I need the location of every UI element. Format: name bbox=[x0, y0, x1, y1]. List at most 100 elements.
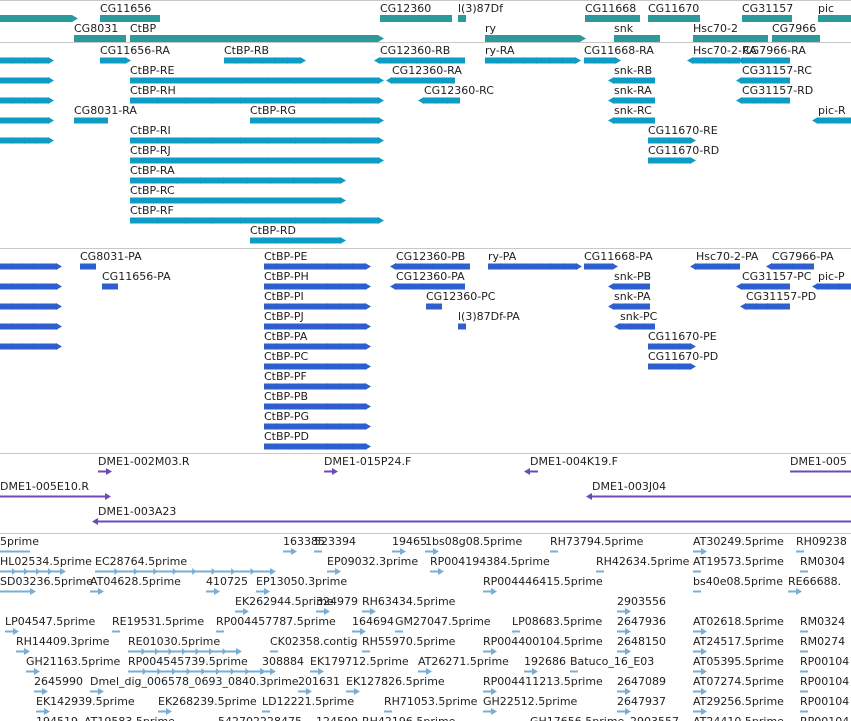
feature-body bbox=[418, 670, 426, 673]
strand-arrow bbox=[365, 283, 371, 290]
feature-glyph bbox=[0, 283, 62, 290]
feature-body bbox=[648, 15, 700, 22]
feature-glyph bbox=[693, 668, 707, 675]
feature-glyph bbox=[0, 263, 62, 270]
feature-label: EP09032.3prime bbox=[327, 555, 419, 568]
feature-body bbox=[524, 670, 532, 673]
feature-label: RP00104 bbox=[800, 655, 850, 668]
feature-label: 2647937 bbox=[617, 695, 666, 708]
exon-chevron bbox=[314, 283, 319, 290]
feature-glyph bbox=[235, 608, 249, 615]
exon-chevron bbox=[212, 217, 217, 224]
feature-body bbox=[346, 690, 354, 693]
strand-arrow bbox=[615, 57, 621, 64]
exon-chevron bbox=[33, 323, 38, 330]
feature-glyph bbox=[648, 363, 696, 370]
feature-glyph bbox=[524, 468, 538, 475]
exon-chevron bbox=[44, 263, 49, 270]
exon-chevron bbox=[725, 263, 729, 270]
transcript-track[interactable]: CG11656-RA CtBP-RB CG12360-RB ry-RA CG11668-… bbox=[0, 42, 851, 249]
feature-label: pic bbox=[818, 2, 835, 15]
feature-label: ry-RA bbox=[485, 44, 515, 57]
strand-arrow bbox=[701, 628, 707, 635]
exon-chevron bbox=[352, 443, 357, 450]
feature-glyph bbox=[693, 35, 768, 42]
strand-arrow bbox=[390, 263, 396, 270]
feature-glyph bbox=[512, 630, 520, 633]
feature-glyph bbox=[264, 443, 371, 450]
feature-body bbox=[102, 283, 118, 290]
exon-chevron bbox=[669, 343, 673, 350]
feature-body bbox=[424, 97, 460, 104]
feature-glyph bbox=[130, 137, 384, 144]
feature-label: 523394 bbox=[314, 535, 356, 548]
exon-chevron bbox=[429, 263, 433, 270]
exon-chevron bbox=[12, 97, 16, 104]
exon-chevron bbox=[22, 263, 27, 270]
strand-arrow bbox=[378, 157, 384, 164]
exon-chevron bbox=[223, 177, 228, 184]
feature-glyph bbox=[800, 650, 808, 653]
strand-arrow bbox=[365, 423, 371, 430]
feature-label: EC28764.5prime bbox=[95, 555, 188, 568]
feature-glyph bbox=[374, 57, 465, 64]
exon-chevron bbox=[549, 57, 554, 64]
exon-chevron bbox=[627, 323, 632, 330]
feature-glyph bbox=[130, 35, 384, 42]
exon-chevron bbox=[153, 197, 158, 204]
strand-arrow bbox=[48, 77, 54, 84]
exon-chevron bbox=[185, 97, 190, 104]
exon-chevron bbox=[264, 117, 269, 124]
feature-body bbox=[584, 57, 615, 64]
exon-chevron bbox=[295, 77, 300, 84]
feature-body bbox=[596, 570, 604, 573]
exon-chevron bbox=[172, 668, 176, 675]
exon-chevron bbox=[211, 568, 216, 575]
feature-body bbox=[380, 15, 452, 22]
feature-body bbox=[130, 157, 378, 164]
feature-label: GM27047.5prime bbox=[395, 615, 491, 628]
feature-label: 163385 bbox=[283, 535, 325, 548]
feature-label: CtBP-PI bbox=[264, 290, 304, 303]
exon-chevron bbox=[400, 77, 405, 84]
exon-chevron bbox=[416, 263, 421, 270]
exon-chevron bbox=[750, 97, 754, 104]
feature-body bbox=[216, 630, 224, 633]
clone-track[interactable]: DME1-002M03.R DME1-015P24.F DME1-004K19.F D… bbox=[0, 453, 851, 534]
exon-chevron bbox=[240, 77, 245, 84]
exon-chevron bbox=[327, 303, 332, 310]
exon-chevron bbox=[764, 303, 768, 310]
strand-arrow bbox=[42, 688, 48, 695]
exon-chevron bbox=[500, 263, 505, 270]
strand-arrow bbox=[524, 468, 530, 475]
est-track[interactable]: 5prime 163385 523394 19465 1bs08g08.5prime RH… bbox=[0, 533, 851, 721]
exon-chevron bbox=[433, 283, 438, 290]
feature-label: AT04628.5prime bbox=[90, 575, 181, 588]
gene-track[interactable]: CG11656 CG12360 l(3)87Df CG11668 CG11670 CG31… bbox=[0, 0, 851, 43]
feature-label: CtBP-RJ bbox=[130, 144, 171, 157]
feature-glyph bbox=[0, 550, 30, 553]
protein-track[interactable]: CG8031-PA CtBP-PE CG12360-PB ry-PA CG11668-P… bbox=[0, 248, 851, 454]
feature-body bbox=[693, 650, 701, 653]
strand-arrow bbox=[306, 688, 312, 695]
feature-glyph bbox=[483, 588, 497, 595]
exon-chevron bbox=[155, 648, 159, 655]
feature-label: DME1-015P24.F bbox=[324, 455, 412, 468]
feature-glyph bbox=[128, 668, 266, 675]
exon-chevron bbox=[12, 137, 16, 144]
exon-chevron bbox=[36, 97, 40, 104]
exon-chevron bbox=[352, 423, 357, 430]
exon-chevron bbox=[604, 57, 609, 64]
feature-glyph bbox=[800, 570, 808, 573]
feature-body bbox=[818, 283, 851, 290]
feature-body bbox=[693, 710, 701, 713]
strand-arrow bbox=[690, 137, 696, 144]
exon-chevron bbox=[292, 117, 297, 124]
feature-body bbox=[235, 610, 243, 613]
feature-glyph bbox=[0, 493, 111, 500]
feature-label: CG7966-PA bbox=[772, 250, 834, 263]
strand-arrow bbox=[365, 323, 371, 330]
feature-label: Dmel_dig_006578_0693_0840.3prime bbox=[90, 675, 299, 688]
exon-chevron bbox=[200, 177, 204, 184]
